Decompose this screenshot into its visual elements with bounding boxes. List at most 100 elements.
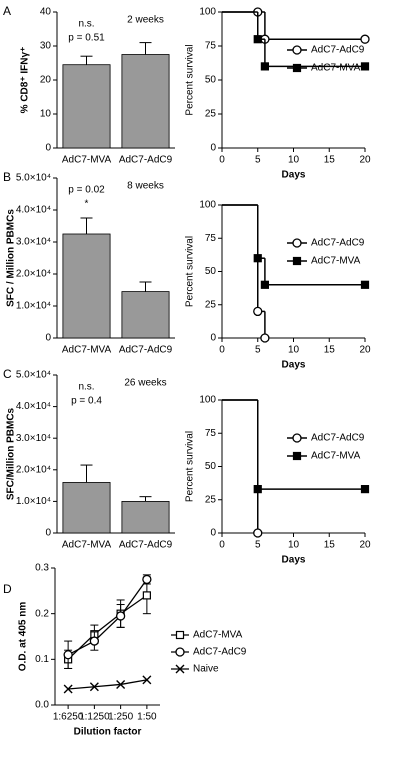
panel-label: C: [3, 367, 12, 381]
panel-label: D: [3, 582, 12, 596]
marker: [260, 62, 269, 71]
legend-label: AdC7-AdC9: [311, 433, 365, 444]
y-tick-label: 0.2: [35, 608, 49, 619]
y-tick-label: 25: [205, 109, 217, 120]
legend-label: AdC7-MVA: [311, 63, 361, 74]
y-tick-label: 0.0: [35, 700, 49, 711]
annotation: p = 0.4: [71, 396, 102, 407]
legend-marker: [292, 63, 302, 73]
x-tick-label: 10: [288, 155, 300, 166]
legend-marker: [292, 238, 302, 248]
x-axis-label: Dilution factor: [74, 727, 142, 738]
marker: [142, 675, 152, 685]
y-tick-label: 75: [205, 233, 217, 244]
y-tick-label: 0: [210, 333, 216, 344]
annotation: p = 0.51: [68, 33, 105, 44]
x-tick-label: 20: [359, 345, 371, 356]
y-tick-label: 1.0×10⁴: [16, 496, 51, 507]
bar: [121, 500, 170, 534]
y-tick-label: 25: [205, 299, 217, 310]
y-tick-label: 0: [210, 528, 216, 539]
x-tick-label: AdC7-AdC9: [119, 540, 173, 551]
y-tick-label: 75: [205, 41, 217, 52]
x-tick-label: 5: [255, 540, 261, 551]
marker: [142, 574, 152, 585]
x-tick-label: AdC7-MVA: [62, 540, 112, 551]
y-tick-label: 3.0×10⁴: [16, 433, 51, 444]
x-tick-label: 1:1250: [79, 712, 110, 723]
legend-marker: [175, 647, 185, 657]
x-tick-label: 1:250: [108, 712, 133, 723]
series-line: [67, 579, 148, 656]
x-tick-label: 1:6250: [53, 712, 84, 723]
annotation: n.s.: [78, 19, 94, 30]
y-tick-label: 50: [205, 266, 217, 277]
y-tick-label: 100: [199, 7, 216, 18]
y-tick-label: 10: [40, 109, 52, 120]
x-tick-label: 5: [255, 155, 261, 166]
legend-label: AdC7-AdC9: [311, 45, 365, 56]
bar: [62, 233, 111, 339]
y-tick-label: 0.3: [35, 563, 49, 574]
x-tick-label: AdC7-MVA: [62, 345, 112, 356]
y-tick-label: 2.0×10⁴: [16, 269, 51, 280]
y-tick-label: 50: [205, 75, 217, 86]
y-tick-label: 100: [199, 395, 216, 406]
y-axis-label: % CD8⁺ IFNγ⁺: [20, 47, 31, 114]
marker: [253, 254, 262, 263]
y-tick-label: 30: [40, 41, 52, 52]
x-tick-label: 15: [324, 345, 336, 356]
legend-label: AdC7-MVA: [193, 630, 243, 641]
subtitle: 26 weeks: [124, 378, 166, 389]
y-axis-label: Percent survival: [185, 431, 196, 502]
legend-label: Naive: [193, 664, 219, 675]
marker: [142, 591, 151, 600]
annotation: n.s.: [78, 382, 94, 393]
x-tick-label: 20: [359, 540, 371, 551]
legend-marker: [175, 664, 185, 674]
y-tick-label: 3.0×10⁴: [16, 237, 51, 248]
marker: [253, 528, 263, 538]
legend-label: AdC7-MVA: [311, 451, 361, 462]
legend-label: AdC7-AdC9: [311, 238, 365, 249]
subtitle: 2 weeks: [127, 15, 164, 26]
y-tick-label: 40: [40, 7, 52, 18]
marker: [360, 34, 370, 44]
y-axis-label: O.D. at 405 nm: [18, 602, 29, 672]
annotation: *: [85, 199, 89, 210]
y-axis-label: Percent survival: [185, 236, 196, 307]
legend-marker: [292, 256, 302, 266]
bar: [121, 291, 170, 339]
series-line: [68, 679, 147, 690]
x-tick-label: 0: [219, 540, 225, 551]
marker: [115, 611, 126, 621]
x-tick-label: 20: [359, 155, 371, 166]
panel-label: B: [3, 170, 11, 184]
marker: [360, 280, 370, 289]
bar: [62, 482, 111, 534]
x-tick-label: 10: [288, 540, 300, 551]
annotation: p = 0.02: [68, 185, 105, 196]
y-tick-label: 25: [205, 494, 217, 505]
y-axis-label: SFC/Million PBMCs: [6, 407, 17, 500]
y-tick-label: 2.0×10⁴: [16, 464, 51, 475]
x-tick-label: 5: [255, 345, 261, 356]
bar: [121, 54, 170, 149]
bar: [62, 64, 111, 149]
marker: [63, 684, 73, 694]
x-tick-label: 1:50: [137, 712, 157, 723]
y-tick-label: 50: [205, 461, 217, 472]
legend-label: AdC7-AdC9: [193, 647, 247, 658]
y-tick-label: 5.0×10⁴: [16, 370, 51, 381]
x-tick-label: 15: [324, 540, 336, 551]
marker: [260, 333, 270, 343]
y-tick-label: 4.0×10⁴: [16, 401, 51, 412]
y-tick-label: 0: [45, 528, 51, 539]
y-tick-label: 0: [45, 143, 51, 154]
marker: [89, 636, 100, 646]
legend-label: AdC7-MVA: [311, 256, 361, 267]
marker: [360, 62, 370, 71]
y-tick-label: 1.0×10⁴: [16, 301, 51, 312]
x-tick-label: 0: [219, 155, 225, 166]
